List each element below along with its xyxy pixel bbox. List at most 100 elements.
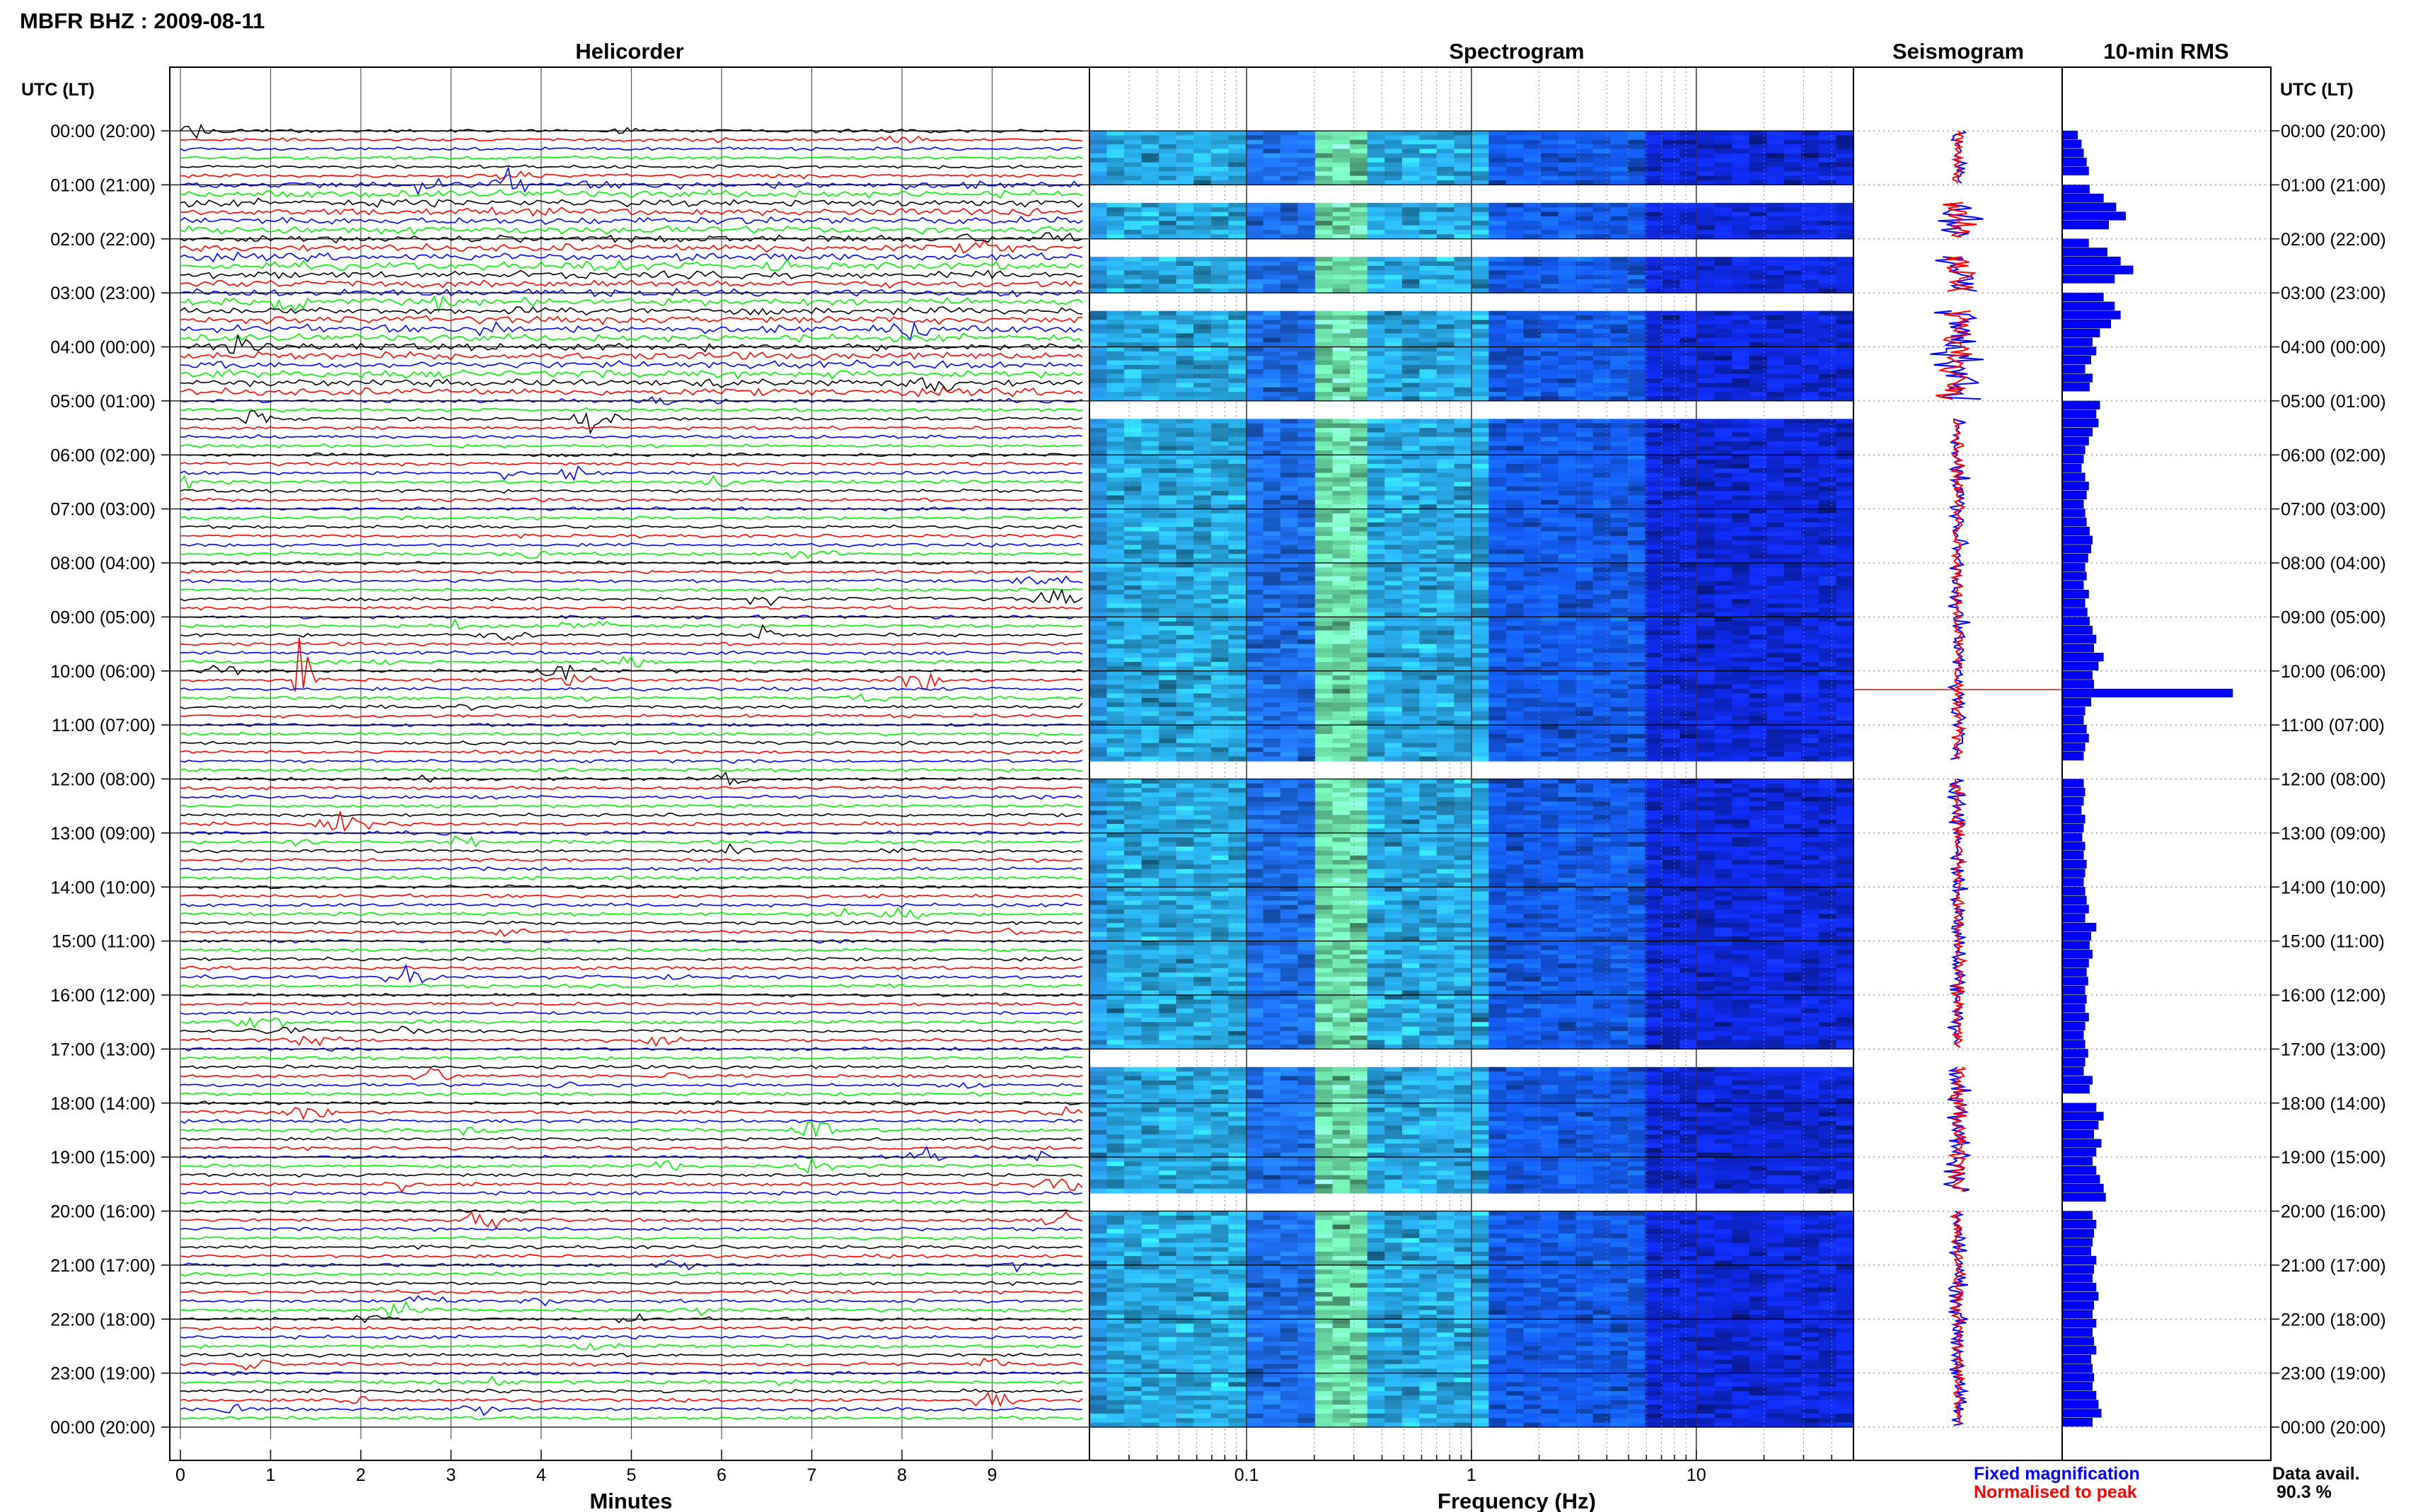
spectrogram-cell — [1592, 621, 1611, 627]
spectrogram-cell — [1783, 702, 1802, 708]
spectrogram-cell — [1836, 607, 1854, 613]
spectrogram-cell — [1297, 711, 1316, 716]
spectrogram-cell — [1575, 139, 1594, 145]
spectrogram-cell — [1436, 342, 1454, 348]
spectrogram-cell — [1419, 284, 1438, 289]
spectrogram-cell — [1645, 284, 1663, 289]
spectrogram-cell — [1297, 670, 1316, 676]
spectrogram-cell — [1106, 365, 1125, 370]
spectrogram-cell — [1627, 706, 1645, 712]
spectrogram-cell — [1367, 482, 1385, 487]
spectrogram-cell — [1697, 284, 1716, 289]
spectrogram-cell — [1141, 689, 1159, 694]
right-time-axis-label: UTC (LT) — [2280, 80, 2354, 100]
spectrogram-cell — [1193, 504, 1212, 510]
spectrogram-cell — [1228, 337, 1246, 343]
spectrogram-cell — [1210, 689, 1229, 694]
spectrogram-cell — [1471, 518, 1490, 523]
spectrogram-cell — [1766, 310, 1785, 316]
spectrogram-cell — [1401, 689, 1420, 694]
spectrogram-cell — [1106, 644, 1125, 649]
spectrogram-cell — [1245, 612, 1263, 617]
spectrogram-cell — [1089, 153, 1108, 158]
spectrogram-cell — [1141, 670, 1159, 676]
spectrogram-cell — [1176, 225, 1194, 231]
spectrogram-cell — [1575, 428, 1594, 434]
spectrogram-cell — [1228, 508, 1246, 514]
spectrogram-cell — [1332, 482, 1350, 487]
spectrogram-cell — [1732, 428, 1750, 434]
spectrogram-cell — [1732, 603, 1750, 609]
spectrogram-cell — [1801, 171, 1820, 177]
spectrogram-cell — [1732, 257, 1750, 262]
spectrogram-cell — [1089, 558, 1108, 564]
spectrogram-cell — [1280, 423, 1299, 429]
spectrogram-cell — [1488, 702, 1507, 708]
spectrogram-cell — [1541, 360, 1559, 366]
spectrogram-cell — [1783, 261, 1802, 267]
spectrogram-cell — [1523, 693, 1541, 699]
spectrogram-cell — [1089, 131, 1108, 136]
spectrogram-cell — [1541, 279, 1559, 284]
spectrogram-cell — [1332, 392, 1350, 397]
spectrogram-cell — [1210, 590, 1229, 595]
spectrogram-cell — [1315, 383, 1334, 388]
spectrogram-cell — [1228, 180, 1246, 185]
spectrogram-cell — [1124, 522, 1143, 528]
spectrogram-cell — [1384, 446, 1403, 451]
spectrogram-cell — [1627, 464, 1645, 469]
spectrogram-cell — [1315, 634, 1334, 640]
spectrogram-cell — [1315, 158, 1334, 163]
spectrogram-cell — [1679, 436, 1698, 442]
spectrogram-cell — [1610, 337, 1629, 343]
spectrogram-cell — [1228, 373, 1246, 379]
spectrogram-cell — [1401, 499, 1420, 505]
spectrogram-cell — [1332, 135, 1350, 141]
spectrogram-cell — [1210, 495, 1229, 501]
spectrogram-cell — [1766, 581, 1785, 586]
spectrogram-cell — [1401, 342, 1420, 348]
spectrogram-cell — [1350, 221, 1368, 226]
spectrogram-cell — [1193, 315, 1212, 320]
spectrogram-cell — [1454, 261, 1472, 267]
spectrogram-cell — [1714, 436, 1732, 442]
spectrogram-cell — [1297, 482, 1316, 487]
spectrogram-cell — [1297, 626, 1316, 632]
spectrogram-cell — [1523, 567, 1541, 573]
spectrogram-cell — [1454, 563, 1472, 568]
spectrogram-cell — [1245, 310, 1263, 316]
spectrogram-cell — [1662, 527, 1681, 533]
spectrogram-cell — [1193, 639, 1212, 645]
spectrogram-cell — [1783, 697, 1802, 703]
spectrogram-cell — [1575, 554, 1594, 559]
spectrogram-cell — [1592, 347, 1611, 352]
spectrogram-cell — [1350, 436, 1368, 442]
spectrogram-cell — [1732, 446, 1750, 451]
spectrogram-cell — [1384, 697, 1403, 703]
spectrogram-cell — [1315, 373, 1334, 379]
spectrogram-cell — [1558, 450, 1576, 455]
spectrogram-cell — [1419, 225, 1438, 231]
spectrogram-cell — [1627, 162, 1645, 168]
spectrogram-cell — [1749, 468, 1767, 474]
spectrogram-cell — [1436, 347, 1454, 352]
spectrogram-cell — [1471, 472, 1490, 478]
spectrogram-cell — [1263, 697, 1281, 703]
spectrogram-cell — [1627, 347, 1645, 352]
spectrogram-cell — [1714, 171, 1732, 177]
spectrogram-cell — [1193, 684, 1212, 690]
spectrogram-cell — [1627, 144, 1645, 150]
spectrogram-cell — [1575, 436, 1594, 442]
spectrogram-cell — [1471, 131, 1490, 136]
spectrogram-cell — [1384, 149, 1403, 154]
spectrogram-cell — [1783, 617, 1802, 622]
spectrogram-cell — [1332, 270, 1350, 276]
spectrogram-cell — [1367, 369, 1385, 375]
spectrogram-cell — [1732, 670, 1750, 676]
spectrogram-cell — [1818, 576, 1836, 582]
spectrogram-cell — [1210, 419, 1229, 424]
spectrogram-cell — [1471, 576, 1490, 582]
spectrogram-cell — [1419, 436, 1438, 442]
spectrogram-cell — [1245, 576, 1263, 582]
spectrogram-cell — [1506, 459, 1525, 465]
